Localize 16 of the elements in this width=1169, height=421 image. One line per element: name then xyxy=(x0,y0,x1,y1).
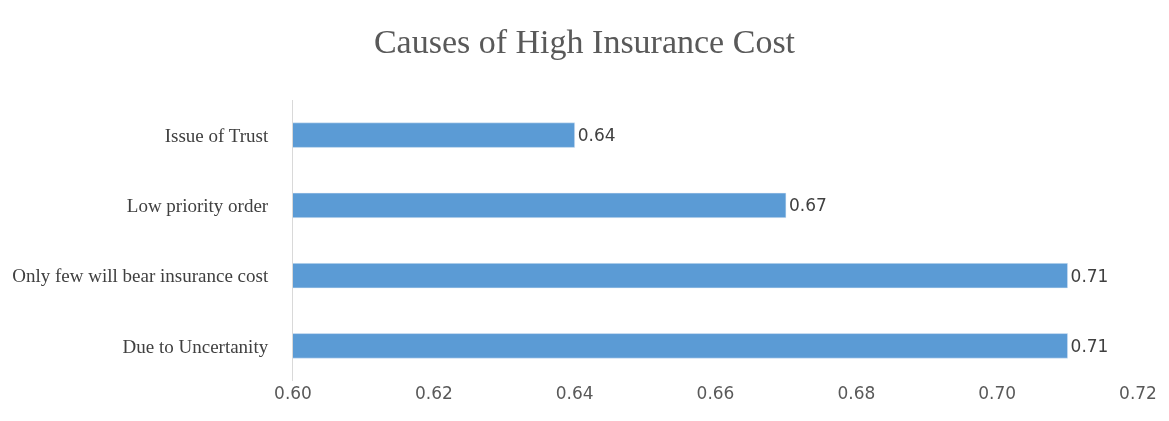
x-tick-label: 0.66 xyxy=(696,383,735,403)
x-tick-label: 0.62 xyxy=(414,383,453,403)
y-tick-label: Low priority order xyxy=(126,195,269,217)
chart-title: Causes of High Insurance Cost xyxy=(373,23,796,61)
x-tick-label: 0.68 xyxy=(837,383,876,403)
data-label: 0.64 xyxy=(577,125,616,146)
y-tick-label: Issue of Trust xyxy=(164,124,269,146)
data-label: 0.71 xyxy=(1070,265,1109,286)
y-tick-label: Due to Uncertanity xyxy=(122,335,269,357)
x-tick-label: 0.72 xyxy=(1119,383,1157,403)
data-label: 0.71 xyxy=(1070,335,1109,356)
x-tick-label: 0.70 xyxy=(978,383,1017,403)
y-tick-label: Only few will bear insurance cost xyxy=(12,265,269,287)
data-label: 0.67 xyxy=(788,195,827,216)
x-tick-label: 0.64 xyxy=(555,383,594,403)
x-tick-label: 0.60 xyxy=(274,383,312,403)
